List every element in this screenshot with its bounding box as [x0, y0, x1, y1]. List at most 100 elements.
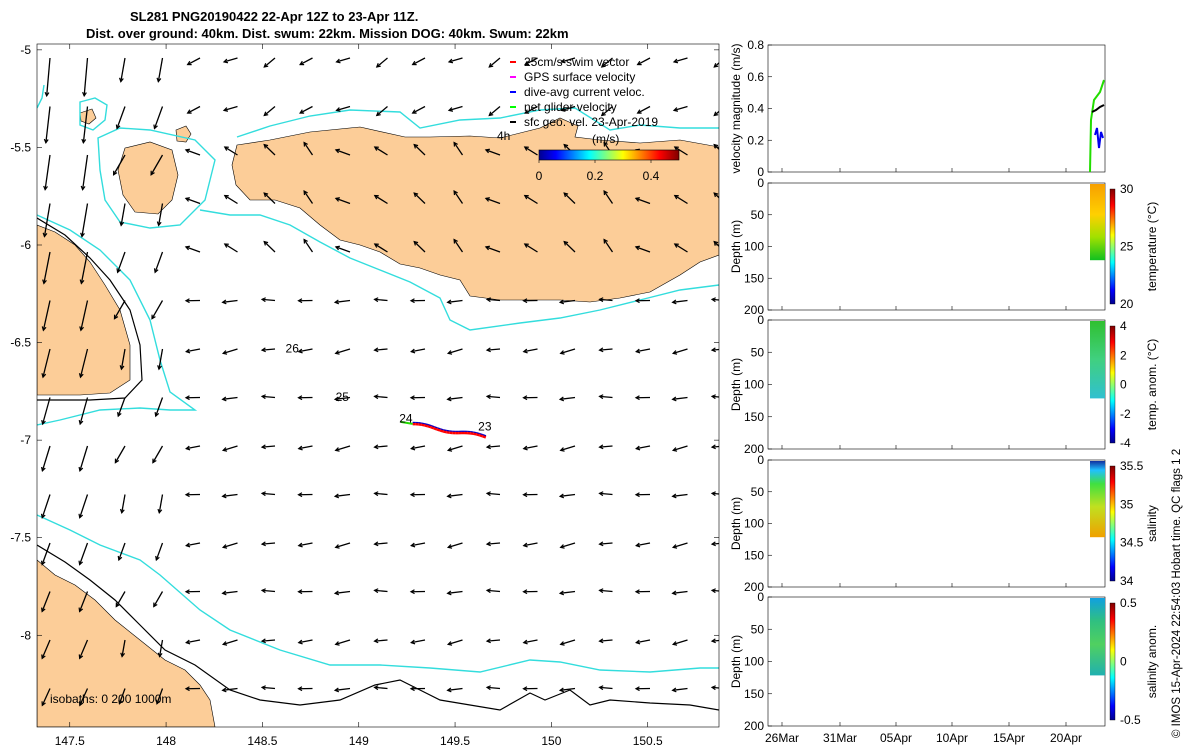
y-tick-label: -8 — [20, 628, 31, 642]
velocity-vector — [116, 106, 126, 129]
velocity-vector — [376, 106, 388, 116]
velocity-vector — [335, 149, 351, 156]
velocity-vector-head — [82, 91, 87, 98]
panel-colorbar — [1109, 325, 1116, 444]
panel-y-tick-label: 200 — [744, 719, 764, 733]
glider-current-vector — [439, 428, 444, 431]
glider-current-vector — [443, 429, 447, 431]
velocity-vector-head — [221, 590, 227, 596]
velocity-vector — [488, 57, 501, 68]
velocity-vector — [79, 348, 89, 378]
velocity-vector-head — [558, 493, 565, 499]
day-label: 25 — [336, 390, 350, 404]
velocity-vector-head — [634, 492, 640, 498]
velocity-vector — [118, 542, 126, 561]
glider-swim-vector — [424, 423, 429, 428]
land-areas — [37, 108, 719, 727]
velocity-vector-head — [78, 654, 84, 660]
velocity-vector-head — [710, 685, 716, 691]
velocity-vector-head — [410, 639, 416, 645]
velocity-vector — [560, 348, 576, 355]
current-velocity-trace — [1094, 127, 1104, 149]
velocity-vector-head — [413, 240, 419, 246]
velocity-vector-head — [446, 687, 452, 693]
velocity-vector — [448, 57, 463, 63]
velocity-vector — [413, 192, 426, 204]
velocity-vector-head — [522, 395, 528, 401]
velocity-vector — [335, 639, 351, 646]
velocity-vector — [261, 298, 276, 302]
velocity-vector-head — [485, 347, 491, 353]
panel-colorbar-tick: -4 — [1120, 436, 1131, 450]
velocity-vector-head — [484, 148, 490, 154]
velocity-vector-head — [558, 396, 565, 402]
velocity-vector — [485, 246, 501, 253]
velocity-vector-head — [263, 192, 269, 198]
velocity-vector-head — [373, 194, 379, 200]
velocity-vector — [374, 589, 388, 593]
velocity-vector-head — [41, 607, 46, 613]
velocity-vector-head — [223, 243, 229, 248]
velocity-vector — [599, 589, 613, 593]
velocity-vector-head — [636, 60, 642, 66]
velocity-vector — [261, 395, 276, 399]
velocity-vector — [486, 686, 501, 690]
colorbar-label: (m/s) — [592, 132, 619, 146]
velocity-vector — [82, 106, 89, 143]
velocity-vector-head — [373, 394, 379, 400]
velocity-vector — [561, 105, 576, 111]
velocity-vector — [411, 348, 426, 353]
velocity-vector — [80, 300, 89, 331]
velocity-vector-head — [710, 297, 716, 303]
velocity-vector — [447, 687, 463, 691]
velocity-vector — [672, 348, 688, 355]
velocity-vector-head — [297, 348, 303, 354]
velocity-vector — [412, 57, 426, 66]
panel-salinity: 0 50 100 150 200 Depth (m) 34 34.5 35 35.5 salinit… — [729, 453, 1159, 594]
panel-colorbar — [1109, 602, 1116, 721]
velocity-vector-head — [80, 232, 85, 238]
glider-current-vector — [476, 432, 480, 435]
day-label: 24 — [399, 412, 413, 426]
velocity-vector-head — [485, 444, 491, 450]
velocity-vector-head — [185, 348, 191, 354]
velocity-vector — [335, 396, 351, 400]
velocity-vector-head — [446, 350, 453, 355]
legend-label: GPS surface velocity — [524, 70, 635, 84]
velocity-vector-head — [41, 326, 47, 332]
y-tick-label: -6.5 — [10, 336, 31, 350]
velocity-vector-head — [260, 394, 266, 400]
velocity-vector — [713, 192, 719, 199]
velocity-vector — [560, 687, 576, 691]
velocity-vector — [713, 241, 719, 248]
velocity-vector — [711, 542, 719, 545]
velocity-vector-head — [260, 491, 266, 497]
velocity-vector — [261, 639, 276, 642]
velocity-vector-head — [446, 447, 453, 452]
velocity-vector-head — [603, 190, 608, 196]
velocity-vector — [711, 395, 719, 398]
panel-temperature: 0 50 100 150 200 Depth (m) 20 25 30 temperature (… — [729, 176, 1159, 317]
velocity-vector — [298, 445, 313, 450]
velocity-vector — [79, 542, 89, 565]
velocity-vector-head — [297, 542, 303, 548]
panel-colorbar-label: salinity — [1145, 505, 1159, 542]
velocity-vector — [261, 542, 276, 545]
velocity-vector-head — [112, 170, 118, 176]
velocity-vector-head — [598, 638, 604, 644]
velocity-vector — [298, 639, 313, 644]
velocity-vector — [79, 639, 89, 659]
velocity-vector-head — [118, 699, 123, 705]
velocity-vector — [261, 348, 276, 351]
x-tick-label: 150 — [541, 734, 561, 748]
velocity-vector — [524, 146, 538, 156]
velocity-vector-head — [485, 638, 491, 644]
velocity-vector-head — [222, 58, 229, 64]
velocity-vector-head — [78, 607, 84, 613]
surface-velocity-trace — [1091, 104, 1105, 113]
velocity-vector-head — [221, 641, 228, 646]
profile-data-block — [1090, 321, 1105, 399]
velocity-vector-head — [560, 58, 566, 64]
velocity-vector — [186, 542, 201, 547]
